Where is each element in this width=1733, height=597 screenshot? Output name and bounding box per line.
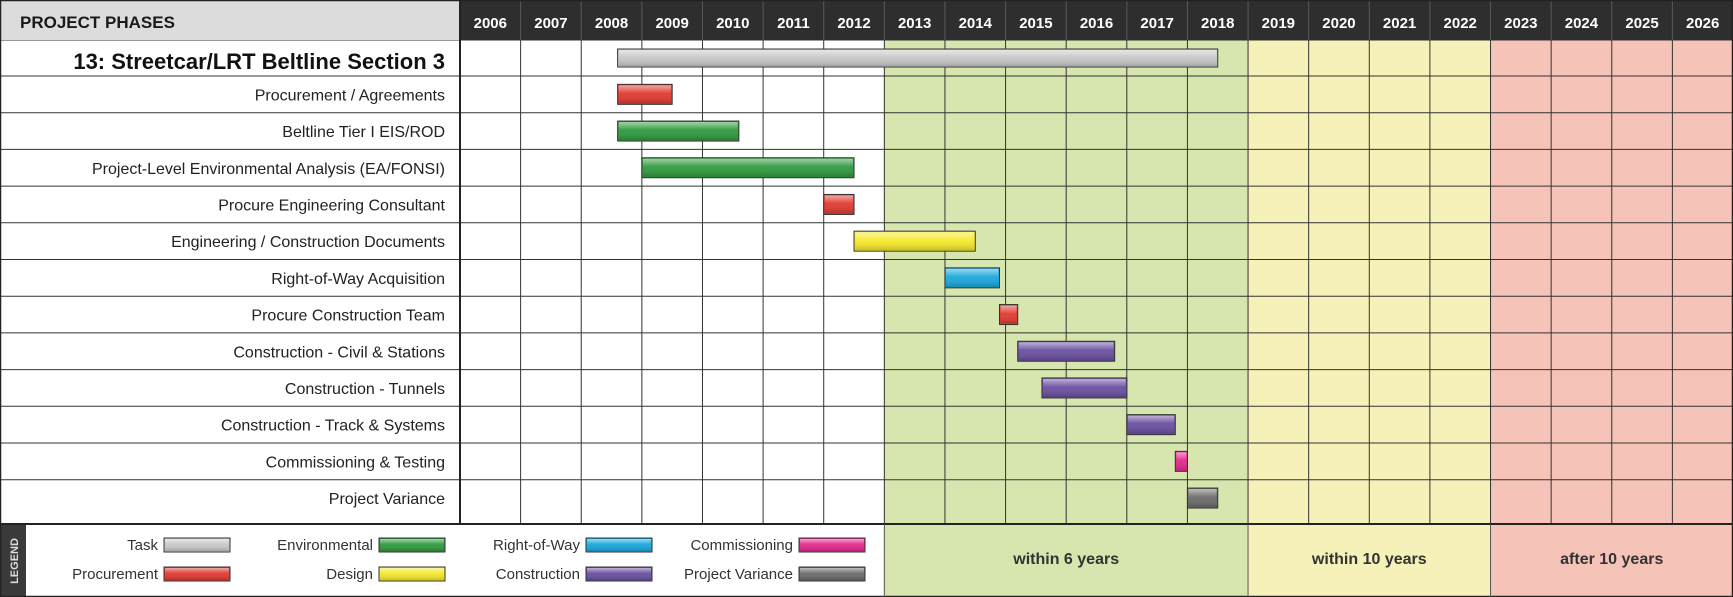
bar-shine-procure-construction-team — [1000, 305, 1017, 324]
legend-label-environmental: Environmental — [277, 537, 373, 554]
legend-items: Task Environmental Right-of-Way Commissioni… — [26, 524, 885, 597]
task-label-procure-engineering-consultant: Procure Engineering Consultant — [218, 197, 445, 214]
task-label-project-level-environmental-analysis-ea-fonsi: Project-Level Environmental Analysis (EA… — [92, 161, 445, 178]
task-label-project-variance: Project Variance — [329, 491, 445, 508]
year-label-2015: 2015 — [1019, 15, 1052, 32]
legend-label-procurement: Procurement — [72, 566, 159, 583]
bar-shine-engineering-construction-documents — [855, 232, 975, 251]
task-label-procurement-agreements: Procurement / Agreements — [255, 87, 445, 104]
header-label: PROJECT PHASES — [20, 13, 175, 32]
bar-shine-project-level-environmental-analysis-ea-fonsi — [642, 158, 854, 177]
task-label-right-of-way-acquisition: Right-of-Way Acquisition — [271, 271, 445, 288]
zone-label-after-10-years: after 10 years — [1560, 551, 1663, 568]
year-label-2011: 2011 — [777, 15, 810, 32]
year-label-2023: 2023 — [1504, 15, 1537, 32]
bar-shine-right-of-way-acquisition — [945, 268, 999, 287]
task-label-beltline-tier-i-eis-rod: Beltline Tier I EIS/ROD — [282, 124, 445, 141]
year-label-2022: 2022 — [1444, 15, 1477, 32]
bar-shine-construction-tunnels — [1042, 378, 1126, 397]
project-title: 13: Streetcar/LRT Beltline Section 3 — [73, 49, 445, 74]
year-label-2006: 2006 — [474, 15, 507, 32]
task-label-construction-civil-stations: Construction - Civil & Stations — [233, 344, 445, 361]
bar-shine-construction-civil-stations — [1018, 342, 1114, 361]
header-label-cell — [0, 0, 460, 40]
bar-shine-beltline-tier-i-eis-rod — [618, 122, 738, 141]
legend-swatch-shine-task — [165, 539, 229, 551]
legend-swatch-shine-commissioning — [800, 539, 864, 551]
legend-background — [26, 524, 885, 597]
bar-shine-construction-track-systems — [1127, 415, 1175, 434]
year-label-2014: 2014 — [959, 15, 993, 32]
bar-shine-13-streetcar-lrt-beltline-section-3 — [618, 50, 1217, 66]
task-label-commissioning-testing: Commissioning & Testing — [266, 454, 445, 471]
legend-label-task: Task — [127, 537, 158, 554]
year-label-2009: 2009 — [655, 15, 688, 32]
task-label-procure-construction-team: Procure Construction Team — [251, 308, 445, 325]
task-bars — [617, 48, 1219, 509]
zone-labels: within 6 years within 10 years after 10 ye… — [1012, 551, 1663, 568]
year-label-2016: 2016 — [1080, 15, 1113, 32]
year-label-2008: 2008 — [595, 15, 628, 32]
zone-label-within-6-years: within 6 years — [1012, 551, 1119, 568]
task-label-engineering-construction-documents: Engineering / Construction Documents — [171, 234, 445, 251]
year-label-2017: 2017 — [1140, 15, 1173, 32]
zone-label-within-10-years: within 10 years — [1311, 551, 1427, 568]
legend-label-construction: Construction — [496, 566, 580, 583]
legend-swatch-shine-project-variance — [800, 568, 864, 580]
year-label-2020: 2020 — [1322, 15, 1355, 32]
legend-swatch-shine-right-of-way — [587, 539, 651, 551]
bar-shine-commissioning-testing — [1176, 452, 1187, 471]
legend-swatch-shine-procurement — [165, 568, 229, 580]
year-label-2010: 2010 — [716, 15, 749, 32]
bar-shine-procurement-agreements — [618, 85, 672, 104]
legend-vertical-label: LEGEND — [9, 538, 21, 584]
year-label-2007: 2007 — [534, 15, 567, 32]
legend-label-commissioning: Commissioning — [690, 537, 793, 554]
task-labels: Procurement / Agreements Beltline Tier I … — [92, 87, 446, 508]
year-labels: 2006 2007 2008 2009 2010 2011 2012 2013 2014 2015… — [474, 0, 1719, 40]
legend-tab — [0, 524, 26, 597]
legend-label-project-variance: Project Variance — [684, 566, 793, 583]
legend-label-design: Design — [326, 566, 373, 583]
year-label-2021: 2021 — [1383, 15, 1416, 32]
bar-shine-procure-engineering-consultant — [824, 195, 854, 214]
year-label-2019: 2019 — [1262, 15, 1295, 32]
task-label-construction-track-systems: Construction - Track & Systems — [221, 418, 445, 435]
year-label-2026: 2026 — [1686, 15, 1719, 32]
year-label-2018: 2018 — [1201, 15, 1234, 32]
legend-swatch-shine-environmental — [380, 539, 444, 551]
year-label-2025: 2025 — [1625, 15, 1658, 32]
year-label-2012: 2012 — [837, 15, 870, 32]
year-label-2013: 2013 — [898, 15, 931, 32]
legend-swatch-shine-design — [380, 568, 444, 580]
year-label-2024: 2024 — [1565, 15, 1599, 32]
task-label-construction-tunnels: Construction - Tunnels — [285, 381, 445, 398]
bar-shine-project-variance — [1188, 489, 1217, 508]
legend-label-right-of-way: Right-of-Way — [493, 537, 580, 554]
legend-swatch-shine-construction — [587, 568, 651, 580]
